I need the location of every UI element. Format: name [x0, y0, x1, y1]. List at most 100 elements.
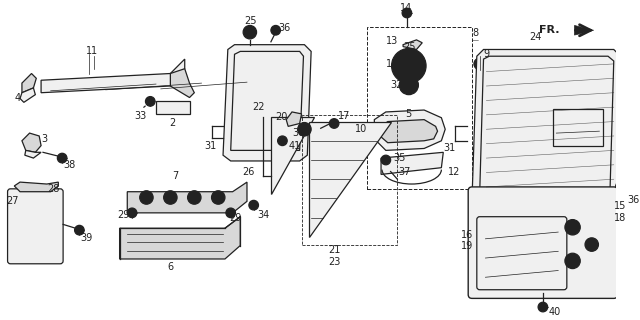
- Circle shape: [404, 80, 413, 90]
- Polygon shape: [286, 112, 301, 126]
- Text: 2: 2: [169, 118, 175, 129]
- Text: 25: 25: [403, 42, 415, 52]
- Circle shape: [191, 195, 197, 200]
- Text: 31: 31: [204, 140, 216, 151]
- Polygon shape: [170, 69, 195, 98]
- Circle shape: [410, 56, 415, 62]
- Polygon shape: [14, 182, 58, 192]
- Text: 28: 28: [47, 184, 60, 194]
- Text: 17: 17: [338, 111, 350, 121]
- Polygon shape: [575, 26, 594, 35]
- Circle shape: [212, 191, 225, 204]
- Text: 25: 25: [244, 16, 257, 26]
- Circle shape: [538, 302, 548, 312]
- Circle shape: [188, 191, 201, 204]
- Text: 41: 41: [288, 140, 300, 151]
- Text: —: —: [472, 37, 479, 43]
- FancyBboxPatch shape: [8, 189, 63, 264]
- Polygon shape: [25, 150, 41, 158]
- Bar: [156, 101, 189, 114]
- Circle shape: [408, 69, 417, 78]
- Circle shape: [140, 191, 153, 204]
- Polygon shape: [41, 59, 185, 93]
- Text: 12: 12: [448, 166, 460, 177]
- Circle shape: [226, 208, 236, 218]
- Text: 34: 34: [257, 210, 270, 220]
- Text: 33: 33: [134, 111, 146, 121]
- Circle shape: [247, 29, 253, 35]
- Text: 38: 38: [63, 160, 76, 170]
- Circle shape: [249, 200, 259, 210]
- Circle shape: [565, 220, 580, 235]
- Polygon shape: [480, 56, 614, 194]
- FancyBboxPatch shape: [477, 217, 567, 290]
- Polygon shape: [223, 45, 311, 161]
- Circle shape: [381, 155, 390, 165]
- Polygon shape: [374, 110, 445, 150]
- Polygon shape: [309, 122, 390, 237]
- Circle shape: [585, 238, 598, 251]
- Text: 27: 27: [6, 196, 19, 206]
- Text: 19: 19: [461, 242, 473, 252]
- Text: 20: 20: [276, 112, 288, 122]
- Circle shape: [570, 224, 575, 230]
- Circle shape: [75, 225, 84, 235]
- Text: 16: 16: [461, 230, 473, 240]
- Text: 30: 30: [292, 128, 304, 138]
- Text: 31: 31: [444, 143, 456, 154]
- Text: 3: 3: [41, 134, 47, 144]
- Circle shape: [620, 183, 627, 191]
- Polygon shape: [120, 217, 240, 259]
- Text: 1: 1: [91, 46, 97, 56]
- Circle shape: [143, 195, 149, 200]
- Text: 22: 22: [252, 102, 264, 112]
- Circle shape: [145, 97, 155, 106]
- Text: 10: 10: [355, 124, 367, 134]
- Circle shape: [298, 123, 311, 136]
- Text: FR.: FR.: [539, 25, 559, 35]
- Circle shape: [278, 136, 287, 146]
- Text: 40: 40: [548, 307, 561, 317]
- Text: 8: 8: [472, 28, 478, 38]
- Circle shape: [401, 58, 417, 74]
- Circle shape: [127, 208, 137, 218]
- Circle shape: [243, 26, 257, 39]
- Circle shape: [168, 195, 173, 200]
- Circle shape: [280, 139, 284, 143]
- Circle shape: [392, 49, 426, 83]
- Polygon shape: [22, 74, 36, 93]
- Bar: [301, 115, 397, 244]
- Polygon shape: [472, 50, 620, 206]
- Circle shape: [271, 26, 280, 35]
- Text: 21: 21: [328, 245, 340, 255]
- Polygon shape: [271, 117, 314, 194]
- FancyBboxPatch shape: [468, 187, 618, 298]
- Text: 29: 29: [230, 213, 242, 223]
- Polygon shape: [403, 40, 422, 50]
- Text: 1: 1: [86, 46, 92, 56]
- Text: 26: 26: [242, 167, 255, 178]
- Text: 6: 6: [167, 262, 173, 272]
- Text: 4: 4: [14, 92, 20, 102]
- Circle shape: [565, 253, 580, 268]
- Circle shape: [570, 258, 575, 264]
- Text: 18: 18: [614, 213, 626, 223]
- Text: 39: 39: [81, 233, 93, 243]
- Circle shape: [405, 52, 420, 67]
- Polygon shape: [20, 88, 35, 102]
- Text: 13: 13: [386, 36, 398, 46]
- Text: 35: 35: [394, 153, 406, 163]
- Circle shape: [474, 58, 485, 70]
- Bar: [367, 28, 472, 189]
- Text: 36: 36: [278, 23, 291, 33]
- Text: 37: 37: [398, 166, 411, 177]
- Circle shape: [164, 191, 177, 204]
- Text: 14: 14: [400, 3, 412, 13]
- Circle shape: [216, 195, 221, 200]
- Text: 36: 36: [403, 70, 415, 80]
- Circle shape: [616, 179, 631, 195]
- Bar: [554, 109, 604, 146]
- Polygon shape: [22, 133, 41, 152]
- Text: 11: 11: [386, 59, 398, 69]
- Circle shape: [330, 119, 339, 128]
